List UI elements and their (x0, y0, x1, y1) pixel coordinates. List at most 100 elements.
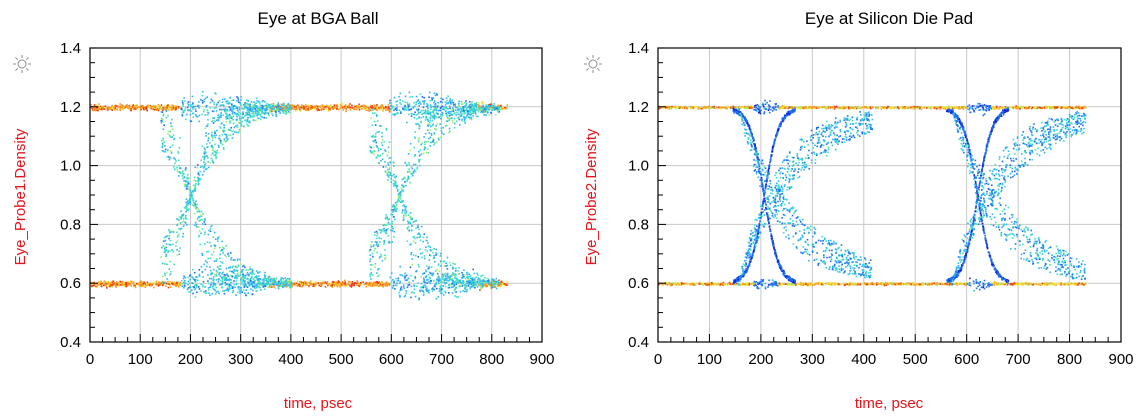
density-point (358, 284, 360, 287)
density-point (175, 106, 178, 108)
density-point (105, 285, 107, 287)
density-point (224, 284, 227, 286)
density-point (379, 154, 382, 157)
density-point (480, 288, 482, 290)
density-point (245, 107, 247, 110)
density-point (290, 282, 293, 284)
density-point (204, 168, 207, 171)
density-point (112, 280, 115, 283)
density-point (372, 109, 374, 111)
eye-chart-svg-die-pad: Eye at Silicon Die Pad 0 100 200 300 400 500 6… (583, 9, 1134, 412)
density-point (448, 127, 451, 130)
density-point (177, 159, 180, 161)
density-point (171, 104, 173, 107)
density-point (370, 268, 372, 271)
density-point (421, 252, 424, 254)
density-point (231, 107, 234, 109)
density-point (307, 282, 309, 284)
density-point (387, 282, 390, 284)
density-point (221, 101, 224, 103)
density-point (357, 105, 359, 108)
density-point (329, 105, 332, 107)
density-point (114, 108, 116, 111)
density-point (445, 281, 448, 284)
density-point (183, 176, 186, 179)
density-point (485, 114, 487, 116)
density-point (145, 284, 148, 287)
density-point (170, 125, 172, 127)
density-point (355, 282, 358, 285)
density-point (132, 106, 135, 109)
density-point (187, 276, 190, 279)
density-point (460, 110, 462, 113)
density-point (293, 108, 295, 111)
density-point (358, 283, 360, 285)
density-point (255, 104, 257, 107)
density-point (201, 90, 204, 93)
density-point (192, 278, 195, 280)
density-point (118, 284, 120, 287)
density-point (221, 133, 224, 136)
density-point (192, 184, 195, 187)
density-point (199, 178, 202, 180)
density-point (393, 183, 396, 185)
density-point (384, 283, 386, 285)
density-point (355, 108, 357, 111)
density-point (115, 283, 118, 285)
density-point (258, 278, 260, 280)
density-point (422, 284, 425, 287)
density-point (233, 126, 236, 129)
density-point (448, 119, 450, 121)
density-point (375, 106, 378, 108)
density-point (105, 281, 108, 283)
density-point (458, 282, 461, 285)
density-point (407, 226, 410, 228)
density-point (432, 138, 434, 140)
density-point (181, 114, 184, 116)
density-point (212, 285, 214, 288)
density-point (469, 116, 471, 119)
density-point (333, 107, 336, 110)
density-point (201, 252, 203, 255)
density-point (398, 291, 400, 294)
density-point (165, 109, 168, 112)
density-point (473, 108, 476, 111)
density-point (231, 137, 234, 139)
density-point (422, 236, 425, 239)
density-point (276, 109, 279, 112)
density-point (360, 105, 363, 107)
density-point (194, 205, 196, 208)
density-point (472, 104, 474, 107)
density-point (211, 110, 214, 112)
density-point (225, 255, 227, 258)
density-point (370, 151, 373, 154)
density-point (504, 107, 507, 110)
density-point (187, 109, 189, 111)
density-point (207, 161, 209, 163)
density-point (237, 131, 240, 134)
density-point (391, 286, 394, 289)
density-point (471, 277, 474, 279)
density-point (272, 108, 274, 110)
density-point (378, 257, 381, 259)
density-point (271, 106, 273, 109)
density-point (213, 154, 215, 156)
density-point (247, 282, 250, 284)
x-tick-label: 500 (329, 351, 354, 368)
density-point (439, 292, 442, 295)
density-point (172, 166, 175, 168)
density-point (327, 110, 330, 112)
density-point (426, 105, 428, 108)
density-point (212, 160, 214, 163)
density-point (445, 276, 447, 278)
density-point (162, 275, 164, 278)
density-point (446, 99, 449, 102)
density-point (162, 245, 165, 247)
density-point (157, 109, 160, 112)
density-point (385, 166, 387, 168)
density-point (383, 230, 385, 232)
density-point (227, 253, 229, 256)
density-point (452, 274, 455, 276)
density-point (344, 279, 346, 282)
density-point (353, 283, 355, 285)
